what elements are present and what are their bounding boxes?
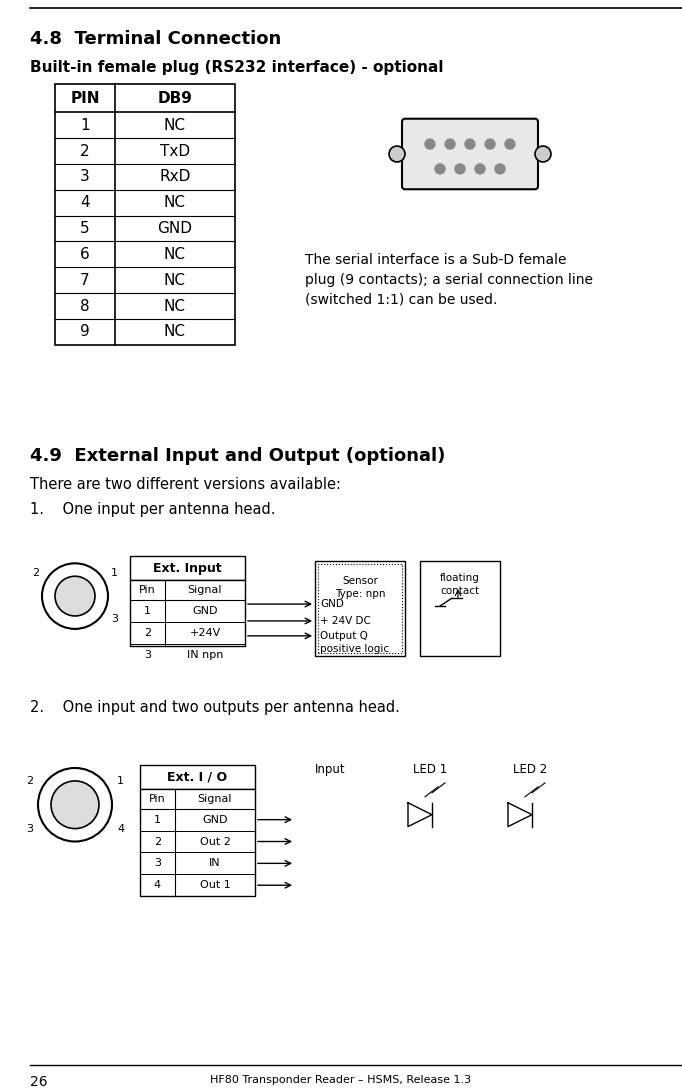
Text: 2: 2 [154, 837, 161, 847]
Text: Sensor
Type: npn: Sensor Type: npn [335, 576, 385, 599]
Circle shape [425, 139, 435, 149]
Text: 3: 3 [80, 169, 90, 184]
Circle shape [38, 768, 112, 841]
Text: NC: NC [164, 118, 186, 133]
Bar [315, 562, 405, 656]
Text: +24V: +24V [190, 628, 220, 638]
Text: 3: 3 [154, 859, 161, 868]
Text: 6: 6 [80, 247, 90, 262]
Text: RxD: RxD [160, 169, 191, 184]
Circle shape [435, 164, 445, 173]
Text: PIN: PIN [70, 91, 100, 106]
Text: Ext. I / O: Ext. I / O [168, 770, 228, 783]
Text: 4: 4 [80, 195, 90, 211]
Text: GND: GND [192, 606, 218, 616]
Text: Output Q: Output Q [320, 631, 368, 640]
Text: 3: 3 [26, 824, 33, 834]
Text: Ext. Input: Ext. Input [153, 562, 222, 575]
Text: 3: 3 [144, 650, 151, 660]
Circle shape [445, 139, 455, 149]
Bar [140, 765, 255, 789]
Text: The serial interface is a Sub-D female
plug (9 contacts); a serial connection li: The serial interface is a Sub-D female p… [305, 253, 593, 307]
Text: LED 1: LED 1 [413, 763, 447, 776]
Circle shape [42, 563, 108, 628]
Circle shape [535, 146, 551, 161]
Text: 5: 5 [80, 221, 90, 236]
Text: Pin: Pin [149, 794, 166, 804]
Text: 2: 2 [26, 776, 33, 786]
Text: 1: 1 [154, 815, 161, 825]
Text: NC: NC [164, 247, 186, 262]
Text: GND: GND [158, 221, 192, 236]
Text: 8: 8 [80, 299, 90, 313]
Circle shape [485, 139, 495, 149]
Text: NC: NC [164, 299, 186, 313]
Bar [55, 84, 235, 345]
Text: There are two different versions available:: There are two different versions availab… [30, 477, 341, 492]
Text: 1: 1 [117, 776, 124, 786]
Text: 4.9  External Input and Output (optional): 4.9 External Input and Output (optional) [30, 447, 445, 465]
Text: Built-in female plug (RS232 interface) - optional: Built-in female plug (RS232 interface) -… [30, 60, 443, 74]
Text: 26: 26 [30, 1075, 48, 1089]
Text: 2: 2 [32, 568, 39, 578]
Text: floating
contact: floating contact [440, 573, 480, 596]
Circle shape [455, 164, 465, 173]
Text: TxD: TxD [160, 144, 190, 158]
Text: + 24V DC: + 24V DC [320, 616, 371, 626]
Text: Signal: Signal [188, 585, 222, 596]
Text: 1: 1 [111, 568, 118, 578]
Text: 7: 7 [80, 273, 90, 288]
Text: IN npn: IN npn [187, 650, 223, 660]
FancyBboxPatch shape [402, 119, 538, 189]
Bar [420, 562, 500, 656]
Text: NC: NC [164, 195, 186, 211]
Circle shape [505, 139, 515, 149]
Circle shape [465, 139, 475, 149]
Text: 1.    One input per antenna head.: 1. One input per antenna head. [30, 502, 276, 517]
Circle shape [475, 164, 485, 173]
Bar [140, 789, 255, 896]
Text: 4.8  Terminal Connection: 4.8 Terminal Connection [30, 29, 281, 48]
Text: Input: Input [314, 763, 345, 776]
Text: Signal: Signal [198, 794, 233, 804]
Text: DB9: DB9 [158, 91, 192, 106]
Text: NC: NC [164, 273, 186, 288]
Circle shape [389, 146, 405, 161]
Text: Out 1: Out 1 [200, 880, 231, 890]
Text: 2: 2 [80, 144, 90, 158]
Text: Pin: Pin [139, 585, 156, 596]
Text: 1: 1 [144, 606, 151, 616]
Text: LED 2: LED 2 [513, 763, 547, 776]
Text: 1: 1 [80, 118, 90, 133]
Text: 3: 3 [111, 614, 118, 624]
Text: HF80 Transponder Reader – HSMS, Release 1.3: HF80 Transponder Reader – HSMS, Release … [211, 1075, 471, 1084]
Circle shape [51, 781, 99, 828]
Text: Out 2: Out 2 [200, 837, 231, 847]
Text: 9: 9 [80, 324, 90, 339]
Text: 2.    One input and two outputs per antenna head.: 2. One input and two outputs per antenna… [30, 700, 400, 716]
Text: 4: 4 [154, 880, 161, 890]
Text: 4: 4 [117, 824, 124, 834]
Bar [130, 556, 245, 580]
Text: positive logic: positive logic [320, 644, 389, 654]
Text: GND: GND [320, 599, 344, 609]
Text: NC: NC [164, 324, 186, 339]
Text: IN: IN [209, 859, 221, 868]
Text: GND: GND [203, 815, 228, 825]
Bar [130, 580, 245, 646]
Text: 2: 2 [144, 628, 151, 638]
Circle shape [495, 164, 505, 173]
Bar [318, 564, 402, 652]
Circle shape [55, 576, 95, 616]
